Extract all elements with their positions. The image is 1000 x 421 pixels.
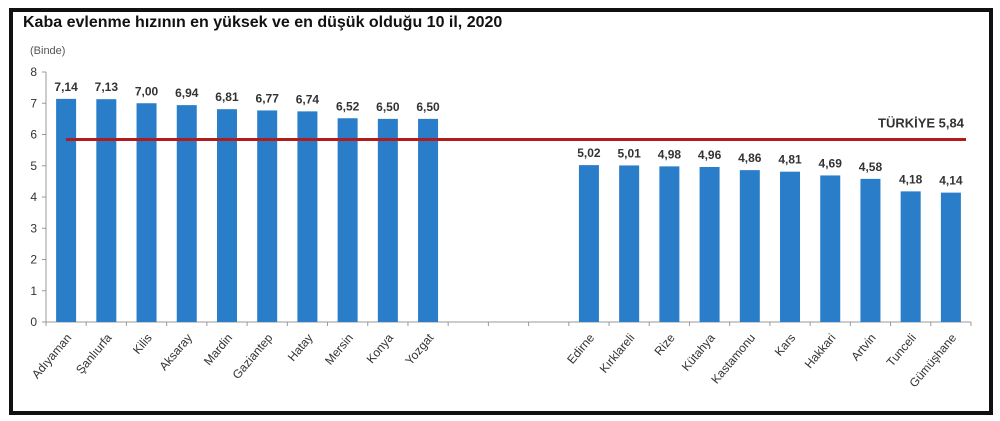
x-axis: [45, 321, 972, 326]
x-category-label: Kırklareli: [597, 331, 638, 376]
bar-value-label: 4,69: [819, 156, 843, 170]
bar-value-label: 4,18: [899, 172, 923, 186]
bar: [860, 178, 881, 322]
bar: [337, 118, 358, 322]
reference-line: TÜRKİYE 5,84: [66, 116, 966, 141]
bars: 7,14 Adıyaman 7,13 Şanlıurfa 7,00 Kilis 6,94 Ak…: [29, 80, 963, 390]
y-tick-label: 0: [30, 315, 37, 329]
bar: [377, 118, 398, 322]
x-category-label: Rize: [652, 331, 678, 359]
bar: [216, 109, 237, 322]
x-category-label: Şanlıurfa: [73, 331, 115, 377]
x-category-label: Kars: [772, 331, 799, 359]
bar-value-label: 6,50: [376, 100, 400, 114]
y-tick-label: 1: [30, 284, 37, 298]
bar-value-label: 5,01: [617, 146, 641, 160]
y-tick-label: 4: [30, 190, 37, 204]
bar: [820, 175, 841, 322]
x-category-label: Hatay: [285, 331, 316, 364]
y-tick-label: 8: [30, 65, 37, 79]
x-category-label: Kilis: [130, 331, 155, 357]
x-category-label: Aksaray: [156, 331, 195, 373]
bar-value-label: 6,94: [175, 86, 199, 100]
reference-line-label: TÜRKİYE 5,84: [878, 116, 965, 131]
x-category-label: Adıyaman: [29, 331, 74, 381]
x-category-label: Tunceli: [884, 331, 919, 369]
bar-value-label: 4,86: [738, 151, 762, 165]
bar: [619, 165, 640, 322]
bar-value-label: 7,00: [135, 84, 159, 98]
bar: [297, 111, 318, 322]
bar-value-label: 6,52: [336, 99, 360, 113]
bar: [699, 167, 720, 322]
x-category-label: Gaziantep: [230, 331, 276, 382]
x-category-label: Yozgat: [402, 330, 436, 367]
bar-value-label: 6,74: [296, 92, 320, 106]
bar-value-label: 4,81: [778, 153, 802, 167]
bar-value-label: 6,77: [256, 91, 280, 105]
x-category-label: Artvin: [848, 331, 878, 364]
y-tick-label: 5: [30, 159, 37, 173]
bar: [136, 103, 157, 322]
chart-title: Kaba evlenme hızının en yüksek ve en düş…: [23, 14, 503, 31]
bar-value-label: 5,02: [577, 146, 601, 160]
bar: [739, 170, 760, 322]
bar: [940, 192, 961, 322]
bar: [176, 105, 197, 322]
bar: [578, 165, 599, 322]
bar: [257, 110, 278, 322]
bar-value-label: 6,81: [215, 90, 239, 104]
x-category-label: Edirne: [564, 331, 597, 367]
y-tick-label: 3: [30, 221, 37, 235]
x-category-label: Kütahya: [679, 331, 718, 374]
bar: [418, 118, 439, 322]
bar: [659, 166, 680, 322]
bar: [56, 98, 77, 322]
x-category-label: Mardin: [201, 331, 235, 368]
bar: [900, 191, 921, 322]
bar-value-label: 4,96: [698, 148, 722, 162]
bar-value-label: 4,58: [859, 160, 883, 174]
y-tick-label: 6: [30, 128, 37, 142]
bar: [780, 171, 801, 322]
bar-value-label: 4,14: [939, 174, 963, 188]
y-tick-label: 7: [30, 96, 37, 110]
x-category-label: Mersin: [322, 331, 356, 368]
y-tick-label: 2: [30, 253, 37, 267]
bar-value-label: 7,14: [54, 80, 78, 94]
x-category-label: Hakkari: [802, 331, 839, 371]
y-axis-unit-label: (Binde): [30, 45, 66, 57]
bar: [96, 99, 117, 322]
bar-value-label: 7,13: [95, 80, 119, 94]
x-category-label: Konya: [364, 331, 397, 366]
bar-value-label: 4,98: [658, 147, 682, 161]
bar-value-label: 6,50: [416, 100, 440, 114]
y-axis: 0 1 2 3 4 5 6 7 8: [30, 65, 47, 329]
